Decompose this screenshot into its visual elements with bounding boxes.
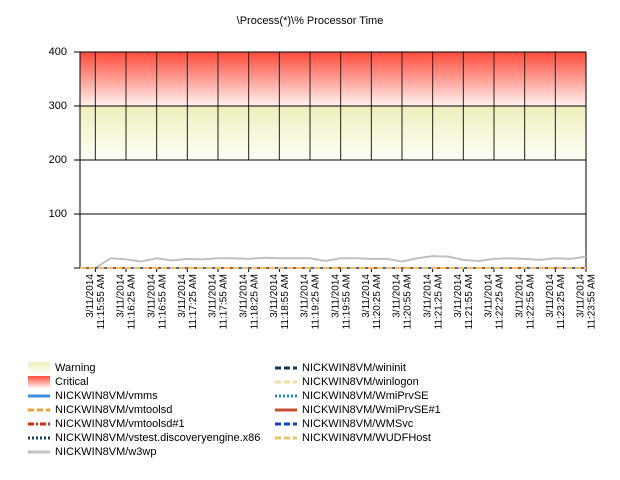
legend-swatch [28,376,50,388]
legend-label: NICKWIN8VM/WUDFHost [302,432,431,444]
legend-label: NICKWIN8VM/vmms [55,390,158,402]
y-tick-label: 100 [49,208,67,220]
legend-swatch [28,362,50,374]
y-tick-label: 400 [49,46,67,58]
threshold-band [80,52,586,106]
x-tick-label: 11:19:25 AM [311,274,322,329]
y-tick-label: 300 [49,100,67,112]
x-tick-label: 3/11/2014 [545,274,556,318]
x-tick-label: 11:19:55 AM [341,274,352,329]
legend-label: NICKWIN8VM/vmtoolsd [55,404,172,416]
x-tick-label: 3/11/2014 [514,274,525,318]
legend-label: NICKWIN8VM/winlogon [302,376,419,388]
x-tick-label: 3/11/2014 [85,274,96,318]
x-tick-label: 11:18:25 AM [249,274,260,329]
x-tick-label: 11:20:25 AM [372,274,383,329]
x-tick-label: 11:15:55 AM [96,274,107,329]
x-tick-label: 3/11/2014 [453,274,464,318]
legend-label: NICKWIN8VM/WmiPrvSE [302,390,429,402]
chart-title: \Process(*)\% Processor Time [237,15,384,27]
x-tick-label: 3/11/2014 [484,274,495,318]
legend-label: NICKWIN8VM/WmiPrvSE#1 [302,404,441,416]
x-tick-label: 11:18:55 AM [280,274,291,329]
x-tick-label: 3/11/2014 [146,274,157,318]
legend-label: NICKWIN8VM/WMSvc [302,418,414,430]
x-tick-label: 3/11/2014 [422,274,433,318]
legend-label: Warning [55,362,96,374]
x-tick-label: 11:23:55 AM [587,274,598,329]
x-tick-label: 3/11/2014 [576,274,587,318]
x-tick-label: 3/11/2014 [208,274,219,318]
x-tick-label: 11:23:25 AM [556,274,567,329]
x-tick-label: 11:16:55 AM [157,274,168,329]
legend-label: NICKWIN8VM/wininit [302,362,406,374]
legend-label: NICKWIN8VM/vstest.discoveryengine.x86 [55,432,260,444]
threshold-band [80,106,586,160]
x-tick-label: 11:21:25 AM [433,274,444,329]
x-tick-label: 3/11/2014 [392,274,403,318]
x-tick-label: 3/11/2014 [361,274,372,318]
x-tick-label: 11:17:25 AM [188,274,199,329]
x-tick-label: 3/11/2014 [330,274,341,318]
x-tick-label: 11:16:25 AM [127,274,138,329]
series-line [80,255,587,269]
x-tick-label: 3/11/2014 [116,274,127,318]
x-tick-label: 11:17:55 AM [219,274,230,329]
x-tick-label: 3/11/2014 [177,274,188,318]
legend-label: Critical [55,376,89,388]
x-tick-label: 11:21:55 AM [464,274,475,329]
x-tick-label: 11:22:55 AM [525,274,536,329]
x-tick-label: 11:20:55 AM [403,274,414,329]
legend-label: NICKWIN8VM/w3wp [55,446,156,458]
legend-label: NICKWIN8VM/vmtoolsd#1 [55,418,185,430]
x-tick-label: 3/11/2014 [238,274,249,318]
y-tick-label: 200 [49,154,67,166]
x-tick-label: 3/11/2014 [300,274,311,318]
x-tick-label: 3/11/2014 [269,274,280,318]
x-tick-label: 11:22:25 AM [495,274,506,329]
